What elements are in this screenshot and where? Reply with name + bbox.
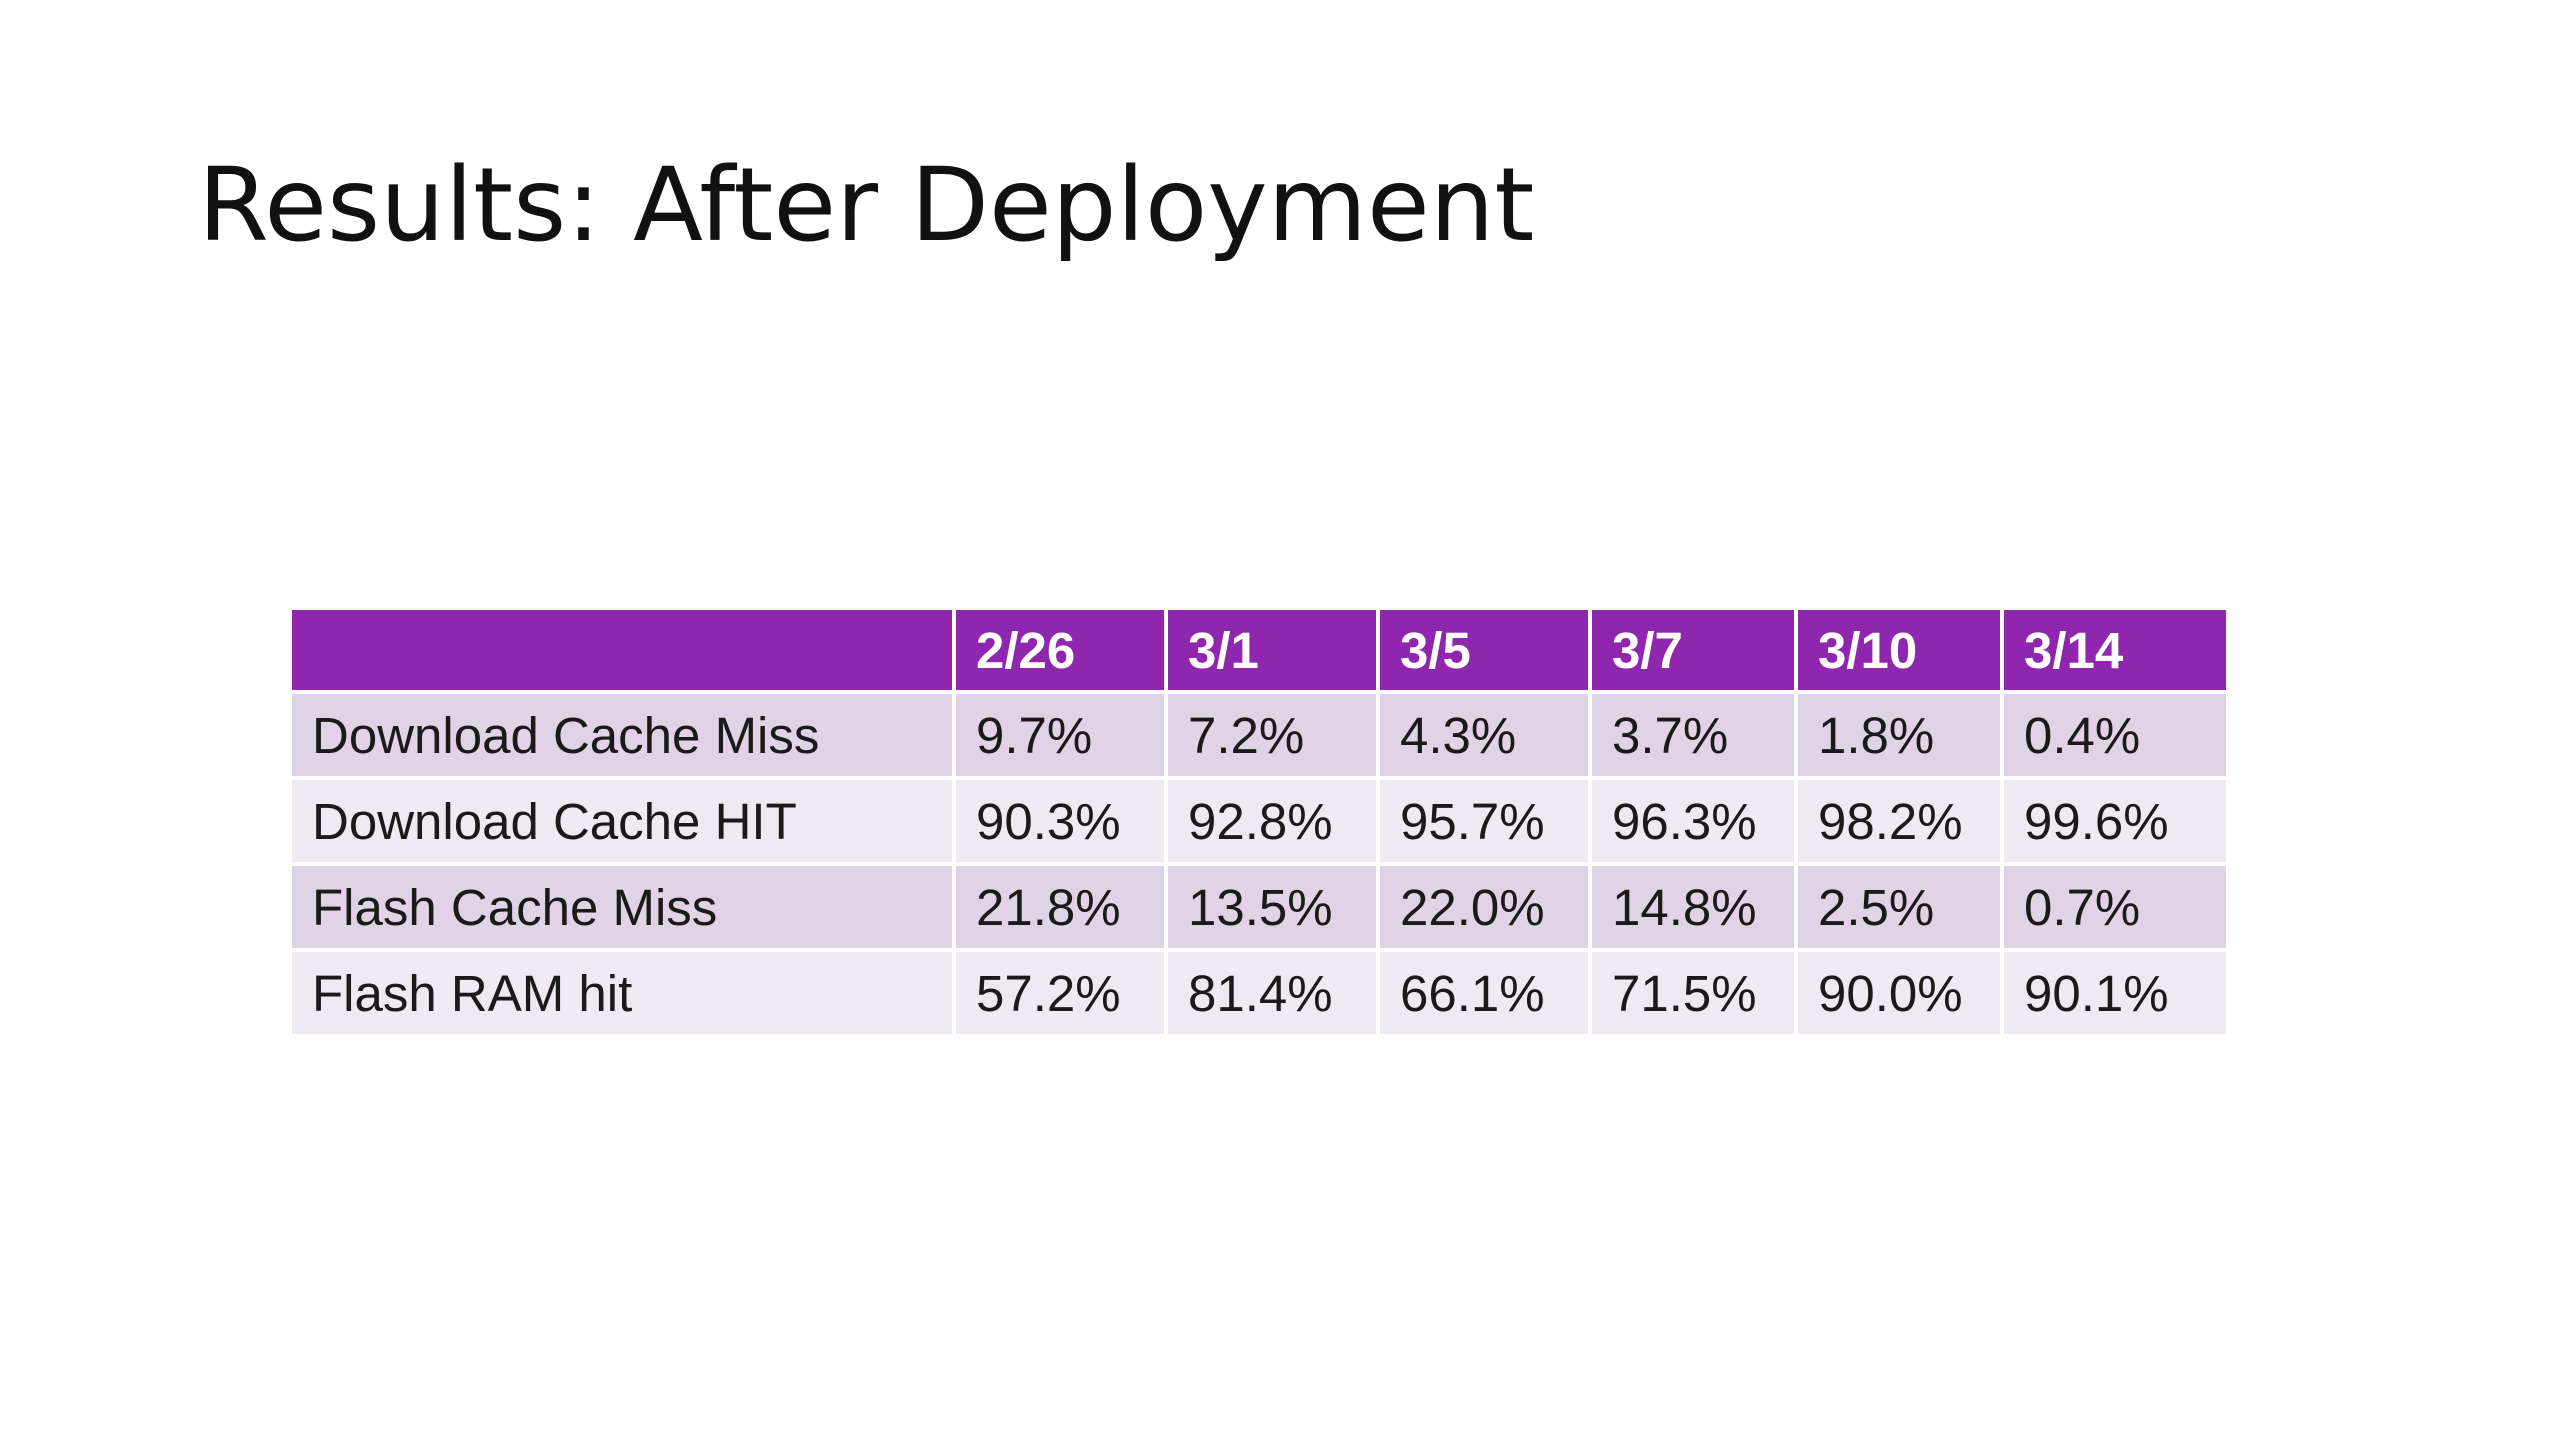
header-cell-date: 3/5: [1380, 610, 1588, 690]
table-cell: 0.7%: [2004, 866, 2226, 948]
table-header-row: 2/26 3/1 3/5 3/7 3/10 3/14: [292, 610, 2226, 690]
table-cell: 14.8%: [1592, 866, 1794, 948]
table-row: Flash Cache Miss 21.8% 13.5% 22.0% 14.8%…: [292, 866, 2226, 948]
row-label: Flash Cache Miss: [292, 866, 952, 948]
table-cell: 4.3%: [1380, 694, 1588, 776]
table-cell: 99.6%: [2004, 780, 2226, 862]
table-cell: 9.7%: [956, 694, 1164, 776]
table-cell: 13.5%: [1168, 866, 1376, 948]
table-cell: 57.2%: [956, 952, 1164, 1034]
header-cell-label: [292, 610, 952, 690]
table-cell: 21.8%: [956, 866, 1164, 948]
table-cell: 3.7%: [1592, 694, 1794, 776]
table-cell: 98.2%: [1798, 780, 2000, 862]
row-label: Flash RAM hit: [292, 952, 952, 1034]
table-cell: 2.5%: [1798, 866, 2000, 948]
table-cell: 7.2%: [1168, 694, 1376, 776]
table-cell: 1.8%: [1798, 694, 2000, 776]
table-row: Download Cache HIT 90.3% 92.8% 95.7% 96.…: [292, 780, 2226, 862]
slide-title: Results: After Deployment: [198, 150, 1534, 262]
header-cell-date: 3/14: [2004, 610, 2226, 690]
table-cell: 95.7%: [1380, 780, 1588, 862]
table-cell: 81.4%: [1168, 952, 1376, 1034]
table-cell: 0.4%: [2004, 694, 2226, 776]
table-cell: 96.3%: [1592, 780, 1794, 862]
header-cell-date: 2/26: [956, 610, 1164, 690]
table-cell: 66.1%: [1380, 952, 1588, 1034]
table-cell: 71.5%: [1592, 952, 1794, 1034]
table-cell: 22.0%: [1380, 866, 1588, 948]
header-cell-date: 3/10: [1798, 610, 2000, 690]
table-cell: 90.3%: [956, 780, 1164, 862]
results-table: 2/26 3/1 3/5 3/7 3/10 3/14 Download Cach…: [288, 606, 2230, 1038]
table-cell: 90.0%: [1798, 952, 2000, 1034]
row-label: Download Cache HIT: [292, 780, 952, 862]
header-cell-date: 3/7: [1592, 610, 1794, 690]
table-cell: 90.1%: [2004, 952, 2226, 1034]
table-cell: 92.8%: [1168, 780, 1376, 862]
table-row: Flash RAM hit 57.2% 81.4% 66.1% 71.5% 90…: [292, 952, 2226, 1034]
header-cell-date: 3/1: [1168, 610, 1376, 690]
row-label: Download Cache Miss: [292, 694, 952, 776]
table-row: Download Cache Miss 9.7% 7.2% 4.3% 3.7% …: [292, 694, 2226, 776]
